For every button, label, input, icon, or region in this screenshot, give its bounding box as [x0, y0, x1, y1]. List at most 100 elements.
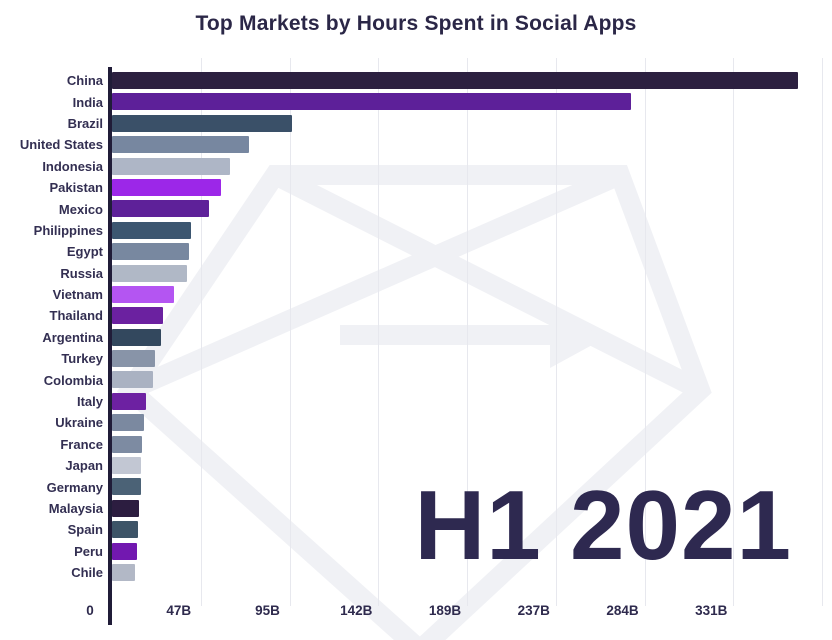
- country-label: Vietnam: [52, 287, 103, 303]
- bar-area: [112, 91, 822, 112]
- country-bar: [112, 328, 161, 346]
- chart-row: Turkey: [0, 348, 822, 369]
- gridline: [555, 58, 557, 606]
- country-bar: [112, 435, 142, 453]
- country-bar: [112, 157, 231, 175]
- chart-row: Malaysia: [0, 498, 822, 519]
- country-label: Thailand: [49, 308, 103, 324]
- country-bar: [112, 200, 210, 218]
- chart-row: China: [0, 70, 822, 91]
- period-annotation: H1 2021: [414, 470, 792, 580]
- country-bar: [112, 178, 221, 196]
- country-label: Peru: [74, 543, 103, 559]
- chart-row: India: [0, 91, 822, 112]
- gridline: [822, 58, 823, 606]
- chart-row: Argentina: [0, 327, 822, 348]
- bar-area: [112, 198, 822, 219]
- x-axis-tick-labels: 0 47B 95B 142B 189B 237B 284B 331B: [86, 603, 822, 623]
- gridline: [289, 58, 291, 606]
- country-label: Pakistan: [49, 180, 103, 196]
- chart-row: France: [0, 434, 822, 455]
- chart-row: Brazil: [0, 113, 822, 134]
- bar-area: [112, 391, 822, 412]
- bar-area: [112, 455, 822, 476]
- country-label: Japan: [65, 458, 103, 474]
- bar-area: [112, 476, 822, 497]
- country-label: Mexico: [58, 201, 103, 217]
- bar-area: [112, 434, 822, 455]
- x-tick-label: 331B: [695, 603, 728, 618]
- country-bar: [112, 264, 187, 282]
- x-tick-label: 142B: [340, 603, 373, 618]
- bar-area: [112, 327, 822, 348]
- country-bar: [112, 563, 136, 581]
- country-bar: [112, 285, 174, 303]
- bar-area: [112, 412, 822, 433]
- chart-row: Philippines: [0, 220, 822, 241]
- country-label: Colombia: [43, 372, 103, 388]
- gridline: [644, 58, 646, 606]
- country-bar: [112, 392, 146, 410]
- bar-area: [112, 519, 822, 540]
- country-bar: [112, 72, 798, 89]
- chart-row: Peru: [0, 541, 822, 562]
- gridlines: [112, 58, 823, 606]
- country-bar: [112, 350, 156, 368]
- gridline: [467, 58, 468, 606]
- country-bar: [112, 521, 139, 539]
- bar-area: [112, 498, 822, 519]
- country-label: Spain: [67, 522, 103, 538]
- bar-area: [112, 134, 822, 155]
- gridline: [200, 58, 202, 606]
- x-tick-label: 189B: [428, 603, 462, 618]
- country-bar: [112, 478, 142, 496]
- chart-row: Colombia: [0, 369, 822, 390]
- country-label: Ukraine: [55, 415, 103, 431]
- country-bar: [112, 499, 140, 517]
- chart-title: Top Markets by Hours Spent in Social App…: [195, 12, 637, 35]
- chart-row: Mexico: [0, 198, 822, 219]
- country-bar: [112, 414, 144, 432]
- bar-area: [112, 70, 822, 91]
- chart-row: Ukraine: [0, 412, 822, 433]
- country-bar: [112, 371, 154, 389]
- chart-row: Indonesia: [0, 156, 822, 177]
- bar-area: [112, 305, 822, 326]
- country-label: Egypt: [66, 244, 103, 260]
- country-label: Chile: [71, 565, 103, 581]
- chart-row: Vietnam: [0, 284, 822, 305]
- country-bar: [112, 307, 163, 325]
- bar-area: [112, 369, 822, 390]
- country-label: Russia: [60, 265, 103, 281]
- country-label: Philippines: [33, 222, 103, 238]
- bar-area: [112, 241, 822, 262]
- country-label: Turkey: [61, 351, 103, 367]
- x-tick-label: 47B: [166, 603, 192, 618]
- x-tick-label: 237B: [517, 603, 550, 618]
- chart-row: United States: [0, 134, 822, 155]
- country-label: China: [66, 73, 103, 89]
- chart-row: Thailand: [0, 305, 822, 326]
- bar-area: [112, 263, 822, 284]
- bar-area: [112, 156, 822, 177]
- country-label: Malaysia: [48, 501, 103, 516]
- gridline: [378, 58, 380, 606]
- chart-row: Egypt: [0, 241, 822, 262]
- country-bar: [112, 114, 292, 132]
- country-label: Germany: [46, 479, 103, 495]
- country-label: Brazil: [67, 115, 103, 131]
- country-label: Argentina: [42, 329, 103, 345]
- country-bar: [112, 243, 189, 261]
- country-label: Indonesia: [42, 158, 103, 174]
- country-bar: [112, 136, 249, 154]
- chart-row: Japan: [0, 455, 822, 476]
- country-label: United States: [19, 137, 103, 153]
- bar-area: [112, 177, 822, 198]
- chart-row: Russia: [0, 263, 822, 284]
- chart-row: Spain: [0, 519, 822, 540]
- x-tick-label: 0: [86, 603, 94, 618]
- bar-area: [112, 541, 822, 562]
- bar-area: [112, 220, 822, 241]
- country-bar: [112, 542, 138, 560]
